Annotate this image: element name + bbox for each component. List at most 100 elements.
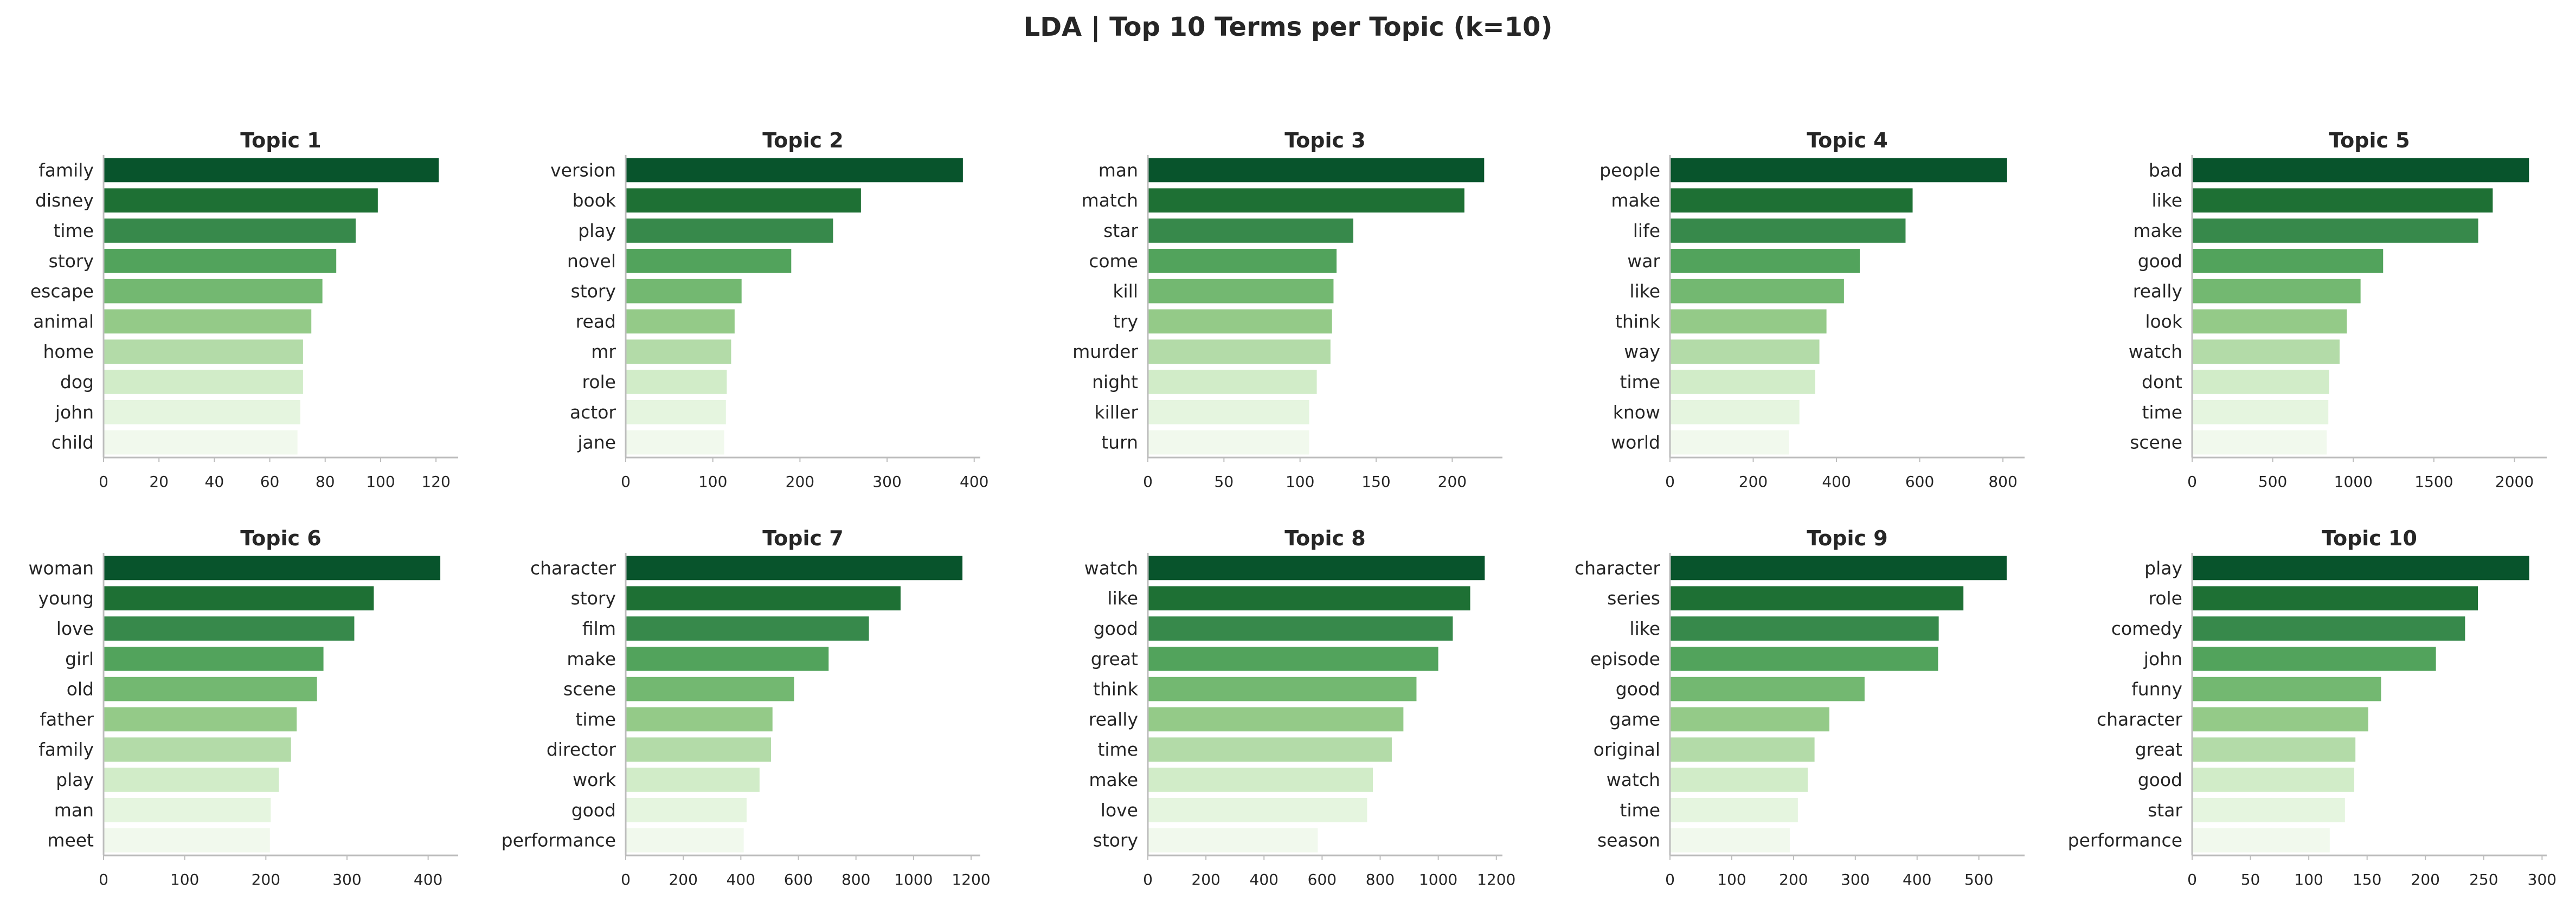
category-label: mr [591,341,616,362]
bar [2192,768,2355,792]
category-label: really [1089,709,1138,730]
bar [1670,797,1798,822]
category-label: child [52,432,94,453]
bar [626,828,744,853]
x-tick-label: 0 [621,473,631,491]
x-tick-label: 0 [1143,473,1153,491]
bar [1670,339,1820,364]
topic-panel-6: Topic 6 woman young love girl old father family… [29,526,458,888]
bar [626,556,963,581]
x-tick-label: 80 [316,473,335,491]
bar [1670,158,2007,183]
category-label: kill [1113,281,1138,302]
category-label: turn [1101,432,1138,453]
category-label: look [2145,311,2183,332]
category-label: family [38,159,94,181]
panel-title: Topic 8 [1284,526,1365,550]
category-label: character [530,557,616,578]
category-label: performance [502,830,616,851]
category-label: like [1629,281,1660,302]
x-tick-label: 0 [2187,871,2197,888]
category-label: woman [29,557,94,578]
bar [1148,309,1332,334]
category-label: time [1620,371,1660,392]
bar [104,646,324,671]
bar [1148,400,1309,424]
panel-title: Topic 10 [2322,526,2417,550]
category-label: time [2142,402,2182,423]
x-tick-label: 2000 [2495,473,2534,491]
category-label: time [1097,739,1138,760]
category-label: book [573,190,616,211]
bar [626,707,773,732]
x-tick-label: 0 [1143,871,1153,888]
category-label: good [1094,618,1138,639]
bar [2192,707,2368,732]
category-label: make [1611,190,1660,211]
bar [1670,737,1815,762]
bar [1670,646,1938,671]
topic-panel-8: Topic 8 watch like good great think really time… [1084,526,1516,888]
category-label: love [1101,800,1138,821]
bar [1148,339,1331,364]
bar [1670,218,1906,243]
bar [104,737,291,762]
category-label: role [2148,588,2182,609]
bar [2192,616,2465,641]
x-tick-label: 1200 [1477,871,1515,888]
x-tick-label: 50 [1215,473,1234,491]
bar [1148,768,1373,792]
x-tick-label: 150 [1361,473,1390,491]
bar [2192,188,2493,213]
category-label: time [1620,800,1660,821]
category-label: story [571,281,616,302]
category-label: think [1615,311,1661,332]
category-label: novel [567,250,616,272]
category-label: like [2151,190,2182,211]
category-label: film [582,618,616,639]
x-tick-label: 100 [2294,871,2323,888]
category-label: dont [2142,371,2182,392]
bar [1670,556,2007,581]
x-tick-label: 100 [1717,871,1746,888]
x-tick-label: 200 [1191,871,1220,888]
x-tick-label: 500 [1964,871,1993,888]
x-tick-label: 1000 [894,871,933,888]
category-label: like [1629,618,1660,639]
bar [2192,430,2327,455]
x-tick-label: 0 [621,871,631,888]
category-label: actor [570,402,616,423]
category-label: time [575,709,616,730]
category-label: great [1091,648,1138,669]
x-tick-label: 800 [841,871,870,888]
bar [626,616,869,641]
x-tick-label: 250 [2469,871,2498,888]
bar [1148,188,1464,213]
category-label: star [2148,800,2182,821]
bar [104,400,300,424]
topic-panel-7: Topic 7 character story film make scene time di… [502,526,991,888]
bar [2192,556,2529,581]
bar [1148,370,1317,394]
category-label: game [1609,709,1660,730]
category-label: meet [47,830,94,851]
bar [104,279,323,304]
category-label: make [2133,220,2182,241]
bar [1148,677,1417,701]
topic-panel-10: Topic 10 play role comedy john funny character… [2068,526,2556,888]
category-label: scene [2130,432,2182,453]
bar [2192,370,2329,394]
x-tick-label: 800 [1366,871,1395,888]
bar [104,430,298,455]
category-label: know [1613,402,1660,423]
category-label: story [571,588,616,609]
category-label: make [567,648,616,669]
category-label: episode [1590,648,1660,669]
bar [1148,707,1404,732]
bar [626,218,833,243]
x-tick-label: 600 [1308,871,1337,888]
category-label: bad [2149,159,2182,181]
bar [2192,677,2381,701]
panel-title: Topic 1 [240,128,321,152]
category-label: father [40,709,94,730]
